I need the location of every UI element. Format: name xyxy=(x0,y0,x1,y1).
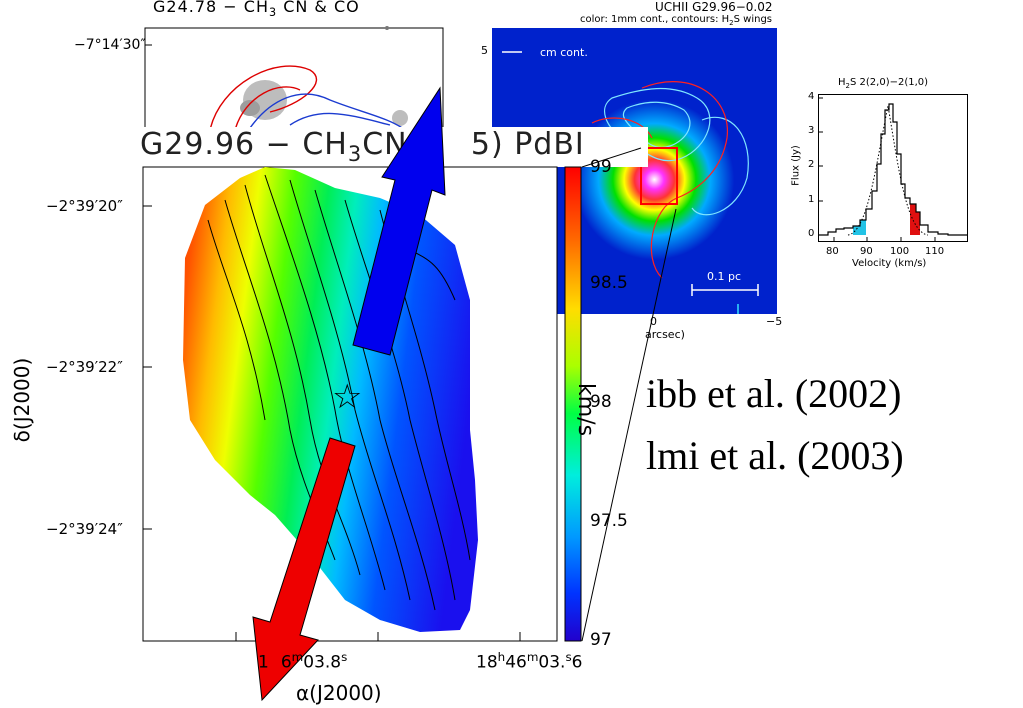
g24-inset: G24.78 − CH3 CN & CO xyxy=(145,0,445,130)
cbar-tick-98: 98 xyxy=(590,392,612,412)
spectrum-ytick-3: 3 xyxy=(808,125,815,136)
uchii-scale-label: 0.1 pc xyxy=(707,270,742,283)
uchii-legend-label: cm cont. xyxy=(540,46,588,59)
spectrum-xtick-80: 80 xyxy=(826,246,839,257)
ra-tick-left: 1 6m03.8s xyxy=(258,650,348,673)
spectrum-plot xyxy=(818,94,968,242)
cbar-unit-label: km/s xyxy=(573,383,598,437)
cbar-tick-97: 97 xyxy=(590,630,612,650)
spectrum-title: H2S 2(2,0)−2(1,0) xyxy=(838,77,929,90)
uchii-subtitle: color: 1mm cont., contours: H2S wings xyxy=(580,14,773,27)
reference-line-2: lmi et al. (2003) xyxy=(646,433,904,478)
uchii-tick-5: 5 xyxy=(481,44,488,57)
uchii-tick-0: 0 xyxy=(650,315,657,328)
reference-line-1: ibb et al. (2002) xyxy=(646,371,902,416)
cbar-tick-985: 98.5 xyxy=(590,273,628,293)
uchii-tick-m5: −5 xyxy=(766,315,783,328)
main-map-title: G29.96 − CH3CN( 5) PdBI xyxy=(140,127,585,166)
blue-outflow-arrow xyxy=(352,86,446,356)
dec-tick-20: −2°39′20″ xyxy=(46,197,123,215)
dec-axis-label: δ(J2000) xyxy=(10,357,34,443)
spectrum-ytick-2: 2 xyxy=(808,159,815,170)
cbar-tick-975: 97.5 xyxy=(590,511,628,531)
dec-tick-22: −2°39′22″ xyxy=(46,358,123,376)
main-map-title-bg xyxy=(128,127,648,167)
spectrum-xlabel: Velocity (km/s) xyxy=(852,258,927,269)
spectrum-xtick-90: 90 xyxy=(860,246,873,257)
ra-tick-right: 18h46m03.s6 xyxy=(476,650,583,673)
uchii-title: UCHII G29.96−0.02 xyxy=(655,0,773,14)
star-marker-icon: ☆ xyxy=(332,377,363,417)
dec-tick-24: −2°39′24″ xyxy=(46,520,123,538)
g24-dec-tick: −7°14′30″ xyxy=(74,37,146,53)
spectrum-ytick-0: 0 xyxy=(808,228,815,239)
spectrum-xtick-100: 100 xyxy=(890,246,910,257)
ra-axis-label: α(J2000) xyxy=(296,681,382,705)
g24-inset-title: G24.78 − CH3 CN & CO xyxy=(153,0,360,20)
spectrum-ytick-1: 1 xyxy=(808,194,815,205)
red-outflow-arrow xyxy=(252,437,356,702)
uchii-axis-label: arcsec) xyxy=(645,328,685,341)
spectrum-ytick-4: 4 xyxy=(808,91,815,102)
cbar-tick-99: 99 xyxy=(590,157,612,177)
spectrum-xtick-110: 110 xyxy=(925,246,945,257)
